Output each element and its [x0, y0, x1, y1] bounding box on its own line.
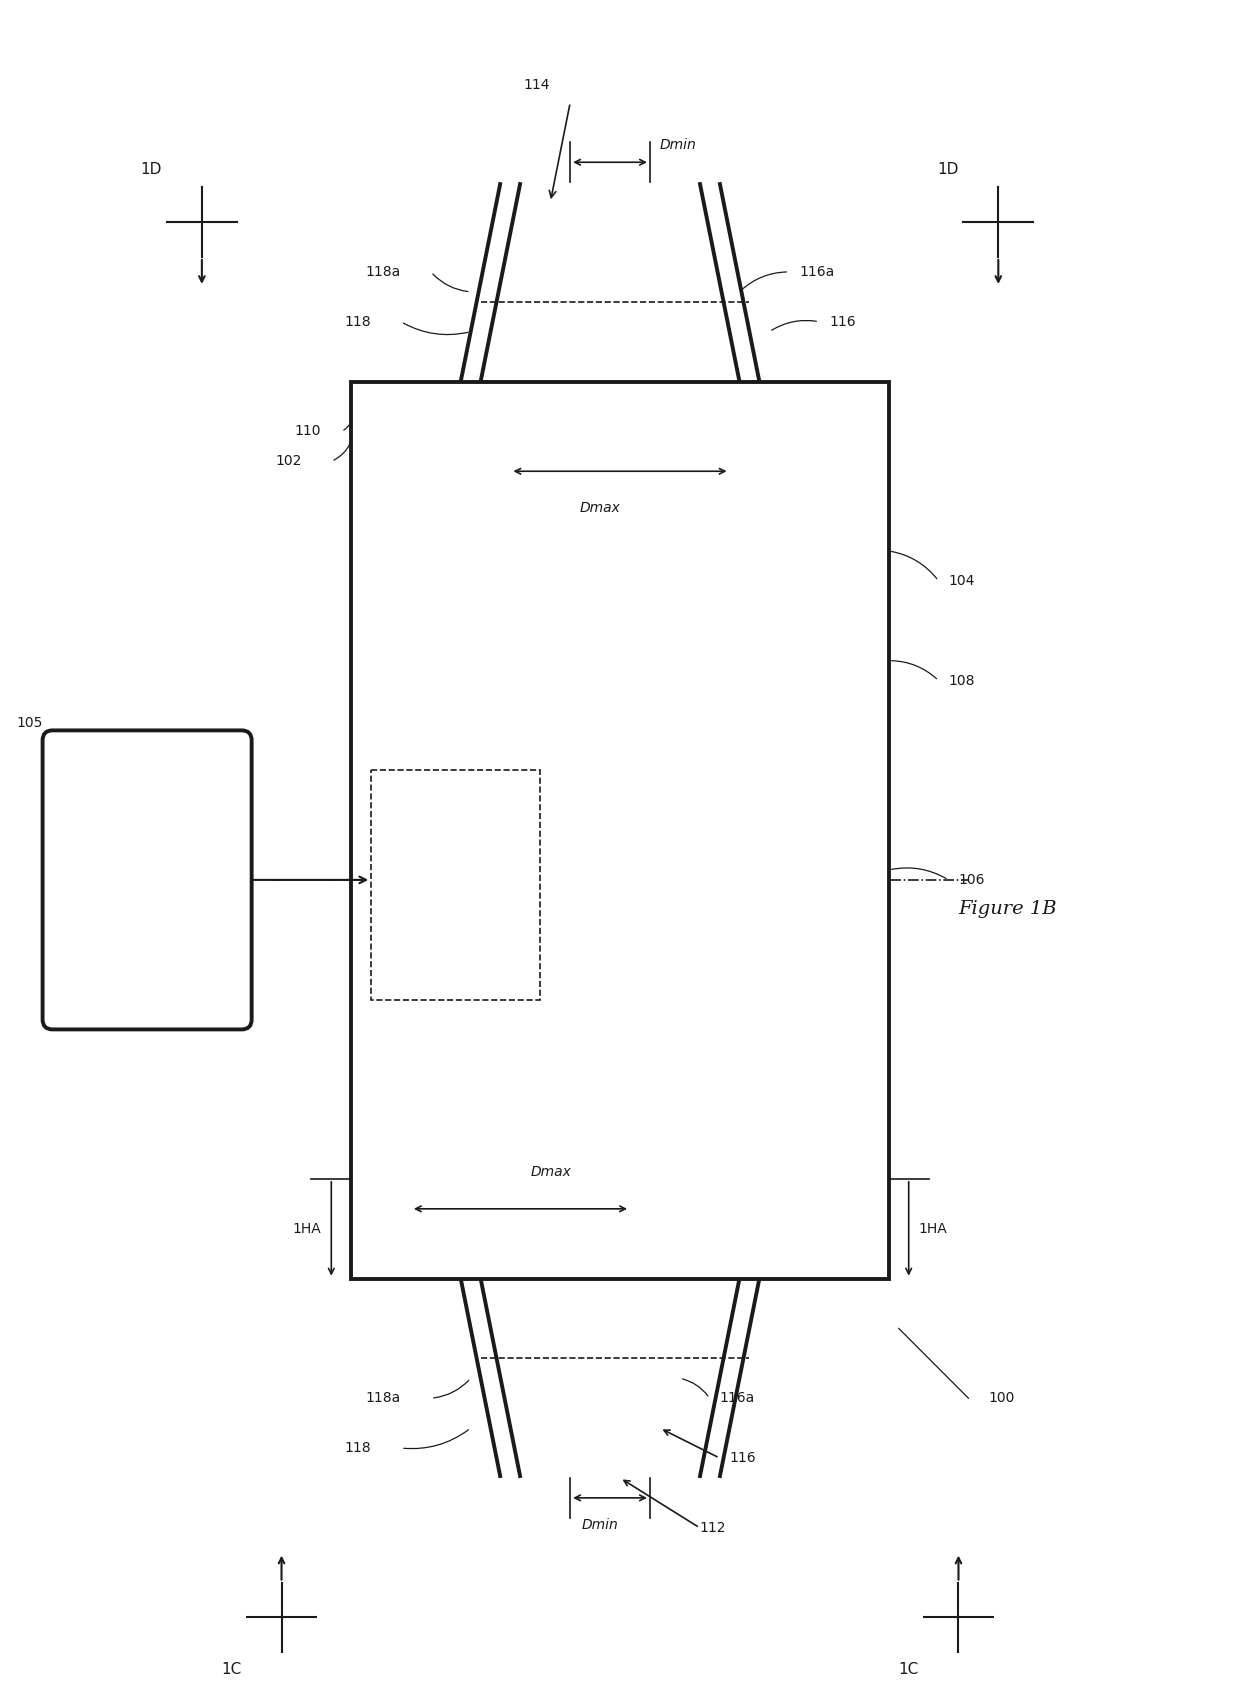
Text: Dmax: Dmax	[531, 1164, 572, 1178]
Text: 1C: 1C	[899, 1663, 919, 1678]
Text: Figure 1B: Figure 1B	[959, 899, 1058, 918]
Text: 116: 116	[729, 1452, 756, 1465]
Text: 112: 112	[699, 1522, 727, 1535]
Text: 102: 102	[275, 454, 301, 468]
FancyBboxPatch shape	[42, 731, 252, 1030]
Text: 1D: 1D	[937, 162, 959, 177]
Text: 104: 104	[949, 575, 975, 588]
Text: Dmin: Dmin	[660, 138, 697, 153]
Text: 118a: 118a	[366, 265, 401, 279]
Text: 116a: 116a	[800, 265, 835, 279]
Text: 100: 100	[988, 1391, 1014, 1406]
Text: 116: 116	[830, 314, 856, 328]
Text: 108: 108	[949, 673, 975, 687]
Text: 114: 114	[523, 78, 551, 92]
Text: 118: 118	[345, 1442, 371, 1455]
Text: 118a: 118a	[366, 1391, 401, 1406]
Text: 1C: 1C	[222, 1663, 242, 1678]
Text: 1D: 1D	[140, 162, 162, 177]
Text: 118: 118	[345, 314, 371, 328]
Bar	[351, 381, 889, 1278]
Text: 110: 110	[295, 425, 321, 439]
Bar	[371, 770, 541, 1000]
Text: Vacuum
Pressure
Source (-P): Vacuum Pressure Source (-P)	[110, 855, 184, 904]
Text: 116a: 116a	[719, 1391, 755, 1406]
Text: 1HA: 1HA	[919, 1222, 947, 1236]
Text: 1HA: 1HA	[293, 1222, 321, 1236]
Text: 105: 105	[16, 716, 42, 731]
Text: 106: 106	[959, 872, 985, 887]
Text: Dmin: Dmin	[582, 1518, 619, 1532]
Text: Dmax: Dmax	[579, 502, 620, 515]
